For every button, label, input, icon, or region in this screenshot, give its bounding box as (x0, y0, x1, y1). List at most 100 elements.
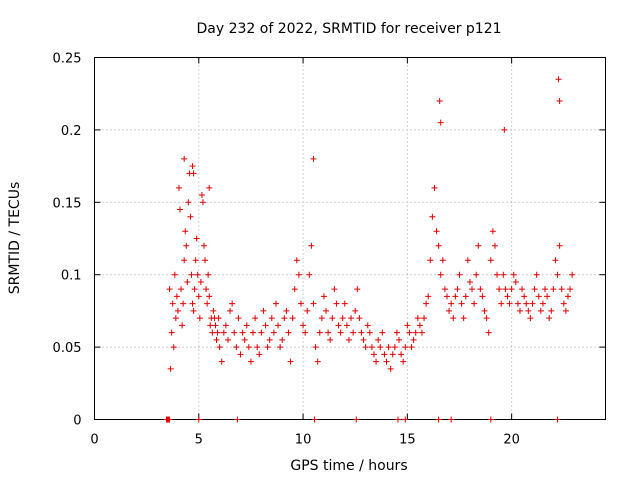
data-point (516, 307, 523, 314)
data-point (483, 315, 490, 322)
data-point (433, 228, 440, 235)
chart-title: Day 232 of 2022, SRMTID for receiver p12… (196, 21, 501, 37)
data-point (356, 315, 363, 322)
axis-marker (435, 416, 442, 423)
data-point (564, 293, 571, 300)
x-tick-label: 10 (295, 433, 312, 448)
data-point (348, 315, 355, 322)
data-point (260, 307, 267, 314)
data-points (166, 76, 576, 372)
data-point (167, 365, 174, 372)
data-point (533, 271, 540, 278)
data-point (339, 315, 346, 322)
data-point (194, 271, 201, 278)
data-point (182, 228, 189, 235)
x-axis-title: GPS time / hours (290, 458, 407, 474)
data-point (202, 257, 209, 264)
data-point (377, 344, 384, 351)
data-point (247, 358, 254, 365)
data-point (391, 344, 398, 351)
data-point (556, 242, 563, 249)
data-point (512, 278, 519, 285)
axis-marker (554, 416, 561, 423)
data-point (331, 286, 338, 293)
data-point (370, 351, 377, 358)
x-tick-label: 5 (195, 433, 203, 448)
data-point (189, 300, 196, 307)
data-point (456, 271, 463, 278)
data-point (177, 206, 184, 213)
data-point (368, 344, 375, 351)
data-point (569, 271, 576, 278)
data-point (279, 336, 286, 343)
y-tick-label: 0 (73, 414, 81, 429)
data-point (300, 322, 307, 329)
data-point (491, 242, 498, 249)
data-point (183, 242, 190, 249)
data-point (375, 336, 382, 343)
data-point (481, 307, 488, 314)
data-point (277, 344, 284, 351)
data-point (548, 307, 555, 314)
data-point (519, 286, 526, 293)
data-point (231, 329, 238, 336)
y-axis-title: SRMTID / TECUs (7, 182, 23, 295)
data-point (272, 300, 279, 307)
data-point (179, 322, 186, 329)
data-point (498, 300, 505, 307)
data-point (425, 293, 432, 300)
data-point (222, 322, 229, 329)
data-point (195, 293, 202, 300)
data-point (318, 315, 325, 322)
data-point (187, 213, 194, 220)
data-point (535, 293, 542, 300)
data-point (471, 300, 478, 307)
data-point (412, 329, 419, 336)
data-point (410, 336, 417, 343)
data-point (207, 322, 214, 329)
data-point (402, 344, 409, 351)
data-point (550, 286, 557, 293)
data-point (199, 199, 206, 206)
data-point (323, 307, 330, 314)
data-point (268, 315, 275, 322)
data-point (406, 329, 413, 336)
data-point (364, 322, 371, 329)
axis-marker (166, 416, 173, 423)
data-point (170, 344, 177, 351)
data-point (337, 329, 344, 336)
data-point (439, 257, 446, 264)
data-point (366, 329, 373, 336)
data-point (191, 286, 198, 293)
data-point (454, 286, 461, 293)
data-point (537, 307, 544, 314)
data-point (383, 358, 390, 365)
data-point (494, 271, 501, 278)
data-point (283, 307, 290, 314)
data-point (421, 315, 428, 322)
data-point (436, 97, 443, 104)
data-point (175, 184, 182, 191)
data-point (352, 307, 359, 314)
data-point (310, 300, 317, 307)
data-point (452, 293, 459, 300)
data-point (293, 257, 300, 264)
axis-ticks: 0 0.05 0.1 0.15 0.2 0.25 0 5 10 15 20 (53, 52, 606, 448)
data-point (427, 257, 434, 264)
data-point (558, 286, 565, 293)
data-point (431, 184, 438, 191)
data-point (496, 286, 503, 293)
data-point (473, 271, 480, 278)
data-point (477, 286, 484, 293)
data-point (310, 155, 317, 162)
y-tick-label: 0.15 (53, 196, 82, 211)
x-tick-label: 20 (503, 433, 520, 448)
data-point (291, 286, 298, 293)
data-point (173, 293, 180, 300)
data-point (387, 365, 394, 372)
data-point (206, 184, 213, 191)
data-point (531, 286, 538, 293)
data-point (527, 315, 534, 322)
data-point (554, 271, 561, 278)
